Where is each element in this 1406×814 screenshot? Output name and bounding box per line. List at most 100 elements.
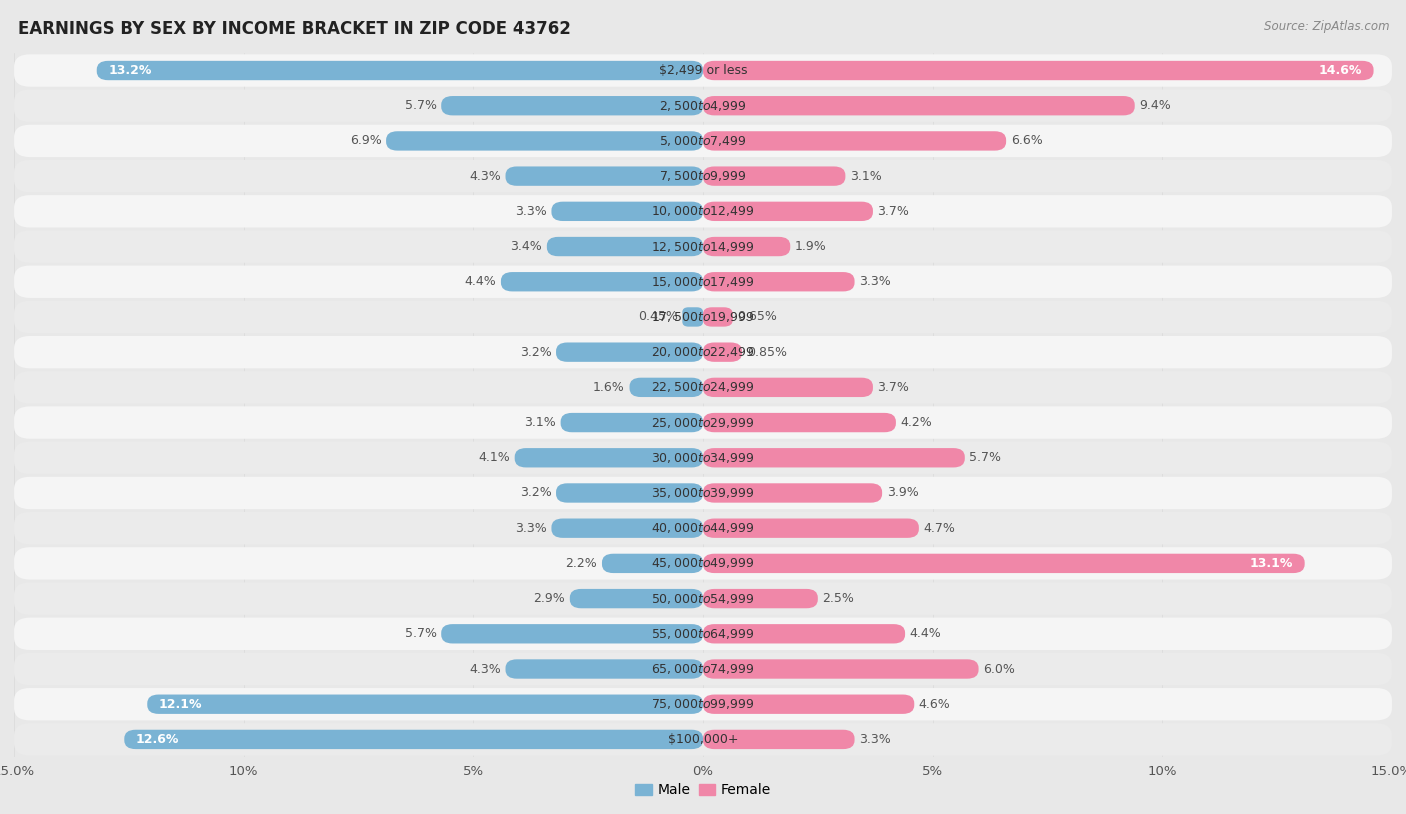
Text: 5.7%: 5.7% (405, 628, 437, 641)
Text: 3.4%: 3.4% (510, 240, 543, 253)
FancyBboxPatch shape (703, 131, 1007, 151)
Text: 3.3%: 3.3% (859, 733, 891, 746)
Text: 13.1%: 13.1% (1250, 557, 1294, 570)
Text: 4.4%: 4.4% (910, 628, 942, 641)
Text: 1.6%: 1.6% (593, 381, 624, 394)
FancyBboxPatch shape (555, 484, 703, 503)
FancyBboxPatch shape (703, 96, 1135, 116)
Text: 9.4%: 9.4% (1139, 99, 1171, 112)
Text: 3.7%: 3.7% (877, 381, 910, 394)
Text: $12,500 to $14,999: $12,500 to $14,999 (651, 239, 755, 253)
Text: $5,000 to $7,499: $5,000 to $7,499 (659, 134, 747, 148)
FancyBboxPatch shape (569, 589, 703, 608)
Text: 4.3%: 4.3% (470, 663, 501, 676)
FancyBboxPatch shape (14, 688, 1392, 720)
FancyBboxPatch shape (703, 484, 882, 503)
FancyBboxPatch shape (14, 265, 1392, 298)
FancyBboxPatch shape (14, 371, 1392, 404)
Text: $2,499 or less: $2,499 or less (659, 64, 747, 77)
Text: 4.1%: 4.1% (478, 451, 510, 464)
FancyBboxPatch shape (703, 202, 873, 221)
Text: $100,000+: $100,000+ (668, 733, 738, 746)
Text: $35,000 to $39,999: $35,000 to $39,999 (651, 486, 755, 500)
Text: 3.3%: 3.3% (515, 522, 547, 535)
Text: $65,000 to $74,999: $65,000 to $74,999 (651, 662, 755, 676)
Legend: Male, Female: Male, Female (630, 777, 776, 803)
Text: $15,000 to $17,499: $15,000 to $17,499 (651, 275, 755, 289)
Text: $22,500 to $24,999: $22,500 to $24,999 (651, 380, 755, 394)
Text: 3.2%: 3.2% (520, 487, 551, 500)
FancyBboxPatch shape (703, 694, 914, 714)
FancyBboxPatch shape (630, 378, 703, 397)
Text: 0.65%: 0.65% (738, 310, 778, 323)
FancyBboxPatch shape (124, 729, 703, 749)
Text: 4.7%: 4.7% (924, 522, 955, 535)
FancyBboxPatch shape (97, 61, 703, 81)
Text: 0.45%: 0.45% (638, 310, 678, 323)
FancyBboxPatch shape (703, 448, 965, 467)
Text: 13.2%: 13.2% (108, 64, 152, 77)
FancyBboxPatch shape (14, 230, 1392, 263)
Text: 3.7%: 3.7% (877, 205, 910, 218)
FancyBboxPatch shape (703, 624, 905, 644)
FancyBboxPatch shape (703, 378, 873, 397)
Text: Source: ZipAtlas.com: Source: ZipAtlas.com (1264, 20, 1389, 33)
FancyBboxPatch shape (14, 336, 1392, 369)
Text: 6.6%: 6.6% (1011, 134, 1042, 147)
FancyBboxPatch shape (703, 589, 818, 608)
FancyBboxPatch shape (14, 547, 1392, 580)
FancyBboxPatch shape (14, 653, 1392, 685)
FancyBboxPatch shape (703, 519, 920, 538)
Text: 6.0%: 6.0% (983, 663, 1015, 676)
FancyBboxPatch shape (441, 96, 703, 116)
FancyBboxPatch shape (14, 512, 1392, 545)
Text: $2,500 to $4,999: $2,500 to $4,999 (659, 98, 747, 112)
Text: $7,500 to $9,999: $7,500 to $9,999 (659, 169, 747, 183)
Text: 2.5%: 2.5% (823, 592, 855, 605)
Text: EARNINGS BY SEX BY INCOME BRACKET IN ZIP CODE 43762: EARNINGS BY SEX BY INCOME BRACKET IN ZIP… (18, 20, 571, 38)
FancyBboxPatch shape (14, 160, 1392, 192)
FancyBboxPatch shape (703, 166, 845, 186)
FancyBboxPatch shape (14, 477, 1392, 510)
Text: 0.85%: 0.85% (747, 346, 786, 359)
FancyBboxPatch shape (703, 307, 733, 326)
Text: $30,000 to $34,999: $30,000 to $34,999 (651, 451, 755, 465)
FancyBboxPatch shape (551, 202, 703, 221)
Text: 3.2%: 3.2% (520, 346, 551, 359)
Text: 5.7%: 5.7% (405, 99, 437, 112)
FancyBboxPatch shape (703, 61, 1374, 81)
FancyBboxPatch shape (703, 554, 1305, 573)
Text: 3.3%: 3.3% (859, 275, 891, 288)
FancyBboxPatch shape (703, 343, 742, 362)
FancyBboxPatch shape (14, 195, 1392, 228)
FancyBboxPatch shape (14, 300, 1392, 333)
FancyBboxPatch shape (703, 272, 855, 291)
Text: 4.4%: 4.4% (464, 275, 496, 288)
Text: 5.7%: 5.7% (969, 451, 1001, 464)
FancyBboxPatch shape (682, 307, 703, 326)
Text: 3.3%: 3.3% (515, 205, 547, 218)
Text: 12.6%: 12.6% (136, 733, 179, 746)
FancyBboxPatch shape (703, 237, 790, 256)
FancyBboxPatch shape (703, 413, 896, 432)
FancyBboxPatch shape (14, 90, 1392, 122)
FancyBboxPatch shape (441, 624, 703, 644)
Text: $20,000 to $22,499: $20,000 to $22,499 (651, 345, 755, 359)
Text: $50,000 to $54,999: $50,000 to $54,999 (651, 592, 755, 606)
FancyBboxPatch shape (14, 55, 1392, 87)
FancyBboxPatch shape (14, 125, 1392, 157)
FancyBboxPatch shape (148, 694, 703, 714)
FancyBboxPatch shape (602, 554, 703, 573)
FancyBboxPatch shape (506, 659, 703, 679)
FancyBboxPatch shape (515, 448, 703, 467)
FancyBboxPatch shape (14, 618, 1392, 650)
Text: $25,000 to $29,999: $25,000 to $29,999 (651, 416, 755, 430)
FancyBboxPatch shape (555, 343, 703, 362)
FancyBboxPatch shape (506, 166, 703, 186)
Text: $10,000 to $12,499: $10,000 to $12,499 (651, 204, 755, 218)
FancyBboxPatch shape (14, 582, 1392, 615)
FancyBboxPatch shape (14, 406, 1392, 439)
FancyBboxPatch shape (501, 272, 703, 291)
Text: 2.2%: 2.2% (565, 557, 598, 570)
Text: 4.2%: 4.2% (900, 416, 932, 429)
